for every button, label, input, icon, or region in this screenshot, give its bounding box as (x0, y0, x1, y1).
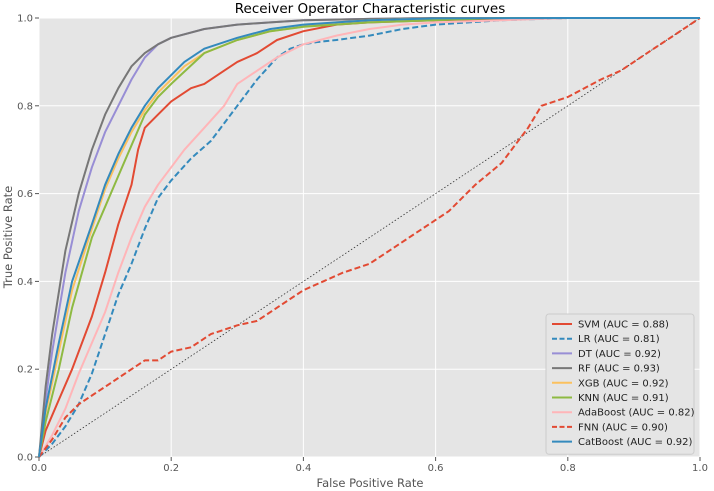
reference-diagonal (38, 17, 701, 458)
axis-ticks: 0.0 0.2 0.4 0.6 0.8 1.0 0.0 0.2 0.4 0.6 0.8 1.0 (17, 14, 708, 475)
series-line-1 (38, 17, 700, 458)
legend: SVM (AUC = 0.88) LR (AUC = 0.81) DT (AUC =… (545, 313, 695, 455)
legend-box (545, 313, 695, 455)
legend-label: LR (AUC = 0.81) (578, 334, 660, 345)
y-axis-label: True Positive Rate (1, 186, 15, 289)
series-line-3 (38, 17, 700, 458)
y-tick-label: 1.0 (17, 14, 33, 25)
y-tick-label: 0.8 (17, 101, 33, 112)
x-tick-label: 0.6 (428, 463, 444, 474)
roc-series (38, 17, 701, 458)
legend-label: XGB (AUC = 0.92) (578, 378, 669, 389)
x-axis-label: False Positive Rate (317, 476, 424, 490)
legend-label: AdaBoost (AUC = 0.82) (578, 408, 695, 419)
series-line-7 (38, 17, 701, 458)
legend-label: KNN (AUC = 0.91) (578, 393, 669, 404)
x-tick-label: 0.0 (31, 463, 47, 474)
y-tick-label: 0.6 (17, 189, 33, 200)
y-tick-label: 0.0 (17, 453, 33, 464)
series-line-5 (38, 17, 700, 458)
y-tick-label: 0.2 (17, 365, 33, 376)
series-line-8 (38, 17, 700, 458)
legend-label: SVM (AUC = 0.88) (578, 320, 669, 331)
legend-label: RF (AUC = 0.93) (578, 364, 660, 375)
grid-lines (38, 17, 701, 458)
series-line-6 (38, 17, 700, 458)
x-tick-label: 0.8 (560, 463, 576, 474)
legend-label: CatBoost (AUC = 0.92) (578, 437, 692, 448)
legend-label: DT (AUC = 0.92) (578, 349, 661, 360)
x-tick-label: 1.0 (692, 463, 708, 474)
y-tick-label: 0.4 (17, 277, 33, 288)
chart-title: Receiver Operator Characteristic curves (235, 1, 505, 17)
x-tick-label: 0.4 (295, 463, 311, 474)
x-tick-label: 0.2 (163, 463, 179, 474)
legend-label: FNN (AUC = 0.90) (578, 422, 668, 433)
